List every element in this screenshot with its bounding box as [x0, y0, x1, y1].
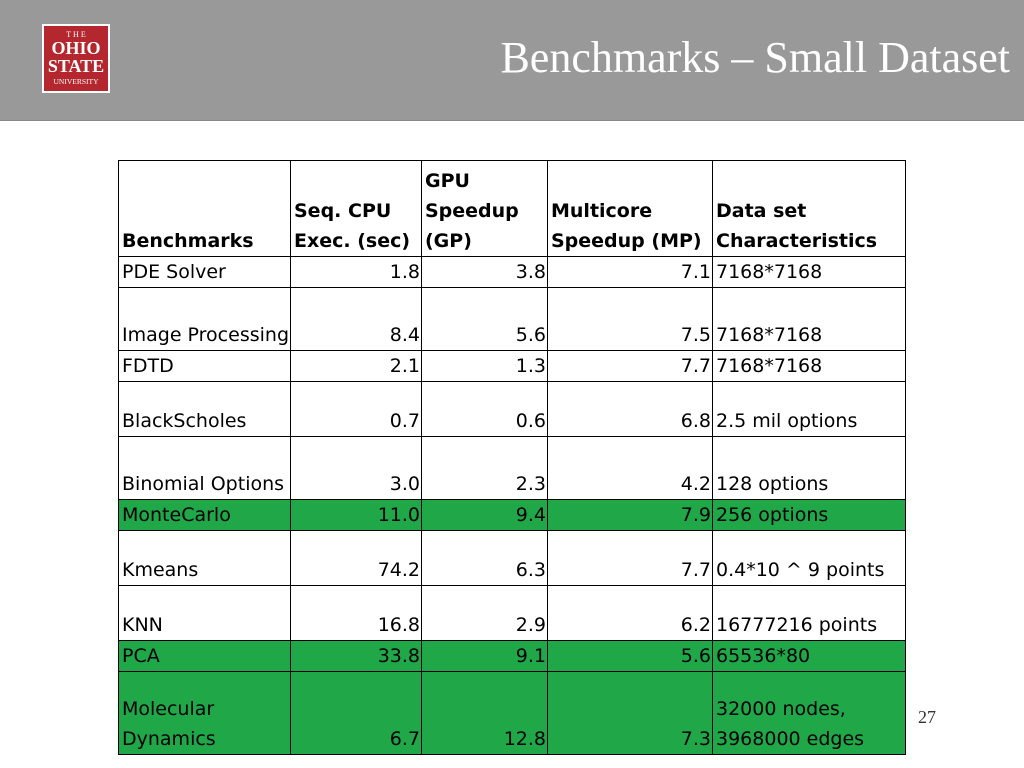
cell-dataset: 32000 nodes, 3968000 edges	[712, 671, 906, 755]
header-benchmarks: Benchmarks	[118, 160, 291, 257]
table-row: PDE Solver 1.8 3.8 7.1 7168*7168	[118, 256, 906, 288]
cell-seq-cpu: 33.8	[290, 640, 422, 672]
cell-dataset: 7168*7168	[712, 287, 906, 351]
cell-multicore: 6.2	[547, 585, 713, 641]
cell-seq-cpu: 3.0	[290, 436, 422, 500]
cell-benchmark: Binomial Options	[118, 436, 291, 500]
cell-gpu: 0.6	[421, 381, 548, 437]
cell-dataset: 65536*80	[712, 640, 906, 672]
header-seq-cpu: Seq. CPU Exec. (sec)	[290, 160, 422, 257]
cell-gpu: 3.8	[421, 256, 548, 288]
ohio-state-logo: T H E OHIO STATE UNIVERSITY	[42, 24, 110, 93]
cell-dataset: 0.4*10 ^ 9 points	[712, 530, 906, 586]
header-multicore-speedup: Multicore Speedup (MP)	[547, 160, 713, 257]
cell-multicore: 7.1	[547, 256, 713, 288]
table-row: PCA 33.8 9.1 5.6 65536*80	[118, 640, 906, 672]
cell-gpu: 5.6	[421, 287, 548, 351]
cell-benchmark: KNN	[118, 585, 291, 641]
cell-benchmark: PCA	[118, 640, 291, 672]
cell-seq-cpu: 11.0	[290, 499, 422, 531]
cell-seq-cpu: 8.4	[290, 287, 422, 351]
cell-benchmark: PDE Solver	[118, 256, 291, 288]
page-number: 27	[918, 707, 936, 727]
header-gpu-speedup: GPU Speedup (GP)	[421, 160, 548, 257]
logo-line-4: UNIVERSITY	[54, 77, 100, 86]
cell-benchmark: MonteCarlo	[118, 499, 291, 531]
table-row: FDTD 2.1 1.3 7.7 7168*7168	[118, 350, 906, 382]
logo-line-3: STATE	[48, 56, 104, 76]
table-row: Kmeans 74.2 6.3 7.7 0.4*10 ^ 9 points	[118, 530, 906, 586]
cell-seq-cpu: 2.1	[290, 350, 422, 382]
cell-multicore: 6.8	[547, 381, 713, 437]
cell-gpu: 6.3	[421, 530, 548, 586]
cell-gpu: 9.4	[421, 499, 548, 531]
logo-line-2: OHIO	[51, 38, 100, 58]
cell-seq-cpu: 6.7	[290, 671, 422, 755]
cell-dataset: 7168*7168	[712, 256, 906, 288]
cell-seq-cpu: 1.8	[290, 256, 422, 288]
cell-benchmark: BlackScholes	[118, 381, 291, 437]
cell-gpu: 2.9	[421, 585, 548, 641]
table-row: BlackScholes 0.7 0.6 6.8 2.5 mil options	[118, 381, 906, 437]
table-row: Binomial Options 3.0 2.3 4.2 128 options	[118, 436, 906, 500]
table-row: Image Processing 8.4 5.6 7.5 7168*7168	[118, 287, 906, 351]
slide-header: T H E OHIO STATE UNIVERSITY Benchmarks –…	[0, 0, 1024, 121]
cell-multicore: 7.3	[547, 671, 713, 755]
cell-multicore: 5.6	[547, 640, 713, 672]
cell-dataset: 256 options	[712, 499, 906, 531]
cell-benchmark: Kmeans	[118, 530, 291, 586]
cell-dataset: 2.5 mil options	[712, 381, 906, 437]
cell-seq-cpu: 16.8	[290, 585, 422, 641]
cell-multicore: 4.2	[547, 436, 713, 500]
cell-benchmark: Image Processing	[118, 287, 291, 351]
cell-gpu: 9.1	[421, 640, 548, 672]
cell-benchmark: FDTD	[118, 350, 291, 382]
logo-line-1: T H E	[66, 30, 86, 39]
cell-seq-cpu: 0.7	[290, 381, 422, 437]
cell-benchmark: Molecular Dynamics	[118, 671, 291, 755]
header-row: Benchmarks Seq. CPU Exec. (sec) GPU Spee…	[118, 160, 906, 257]
table-row: Molecular Dynamics 6.7 12.8 7.3 32000 no…	[118, 671, 906, 755]
cell-dataset: 128 options	[712, 436, 906, 500]
cell-seq-cpu: 74.2	[290, 530, 422, 586]
table-row: MonteCarlo 11.0 9.4 7.9 256 options	[118, 499, 906, 531]
cell-gpu: 12.8	[421, 671, 548, 755]
cell-dataset: 7168*7168	[712, 350, 906, 382]
cell-gpu: 1.3	[421, 350, 548, 382]
header-dataset: Data set Characteristics	[712, 160, 906, 257]
cell-multicore: 7.9	[547, 499, 713, 531]
benchmarks-table: Benchmarks Seq. CPU Exec. (sec) GPU Spee…	[118, 160, 906, 755]
slide-title: Benchmarks – Small Dataset	[500, 33, 1010, 82]
table-row: KNN 16.8 2.9 6.2 16777216 points	[118, 585, 906, 641]
cell-multicore: 7.5	[547, 287, 713, 351]
cell-dataset: 16777216 points	[712, 585, 906, 641]
cell-gpu: 2.3	[421, 436, 548, 500]
cell-multicore: 7.7	[547, 350, 713, 382]
cell-multicore: 7.7	[547, 530, 713, 586]
